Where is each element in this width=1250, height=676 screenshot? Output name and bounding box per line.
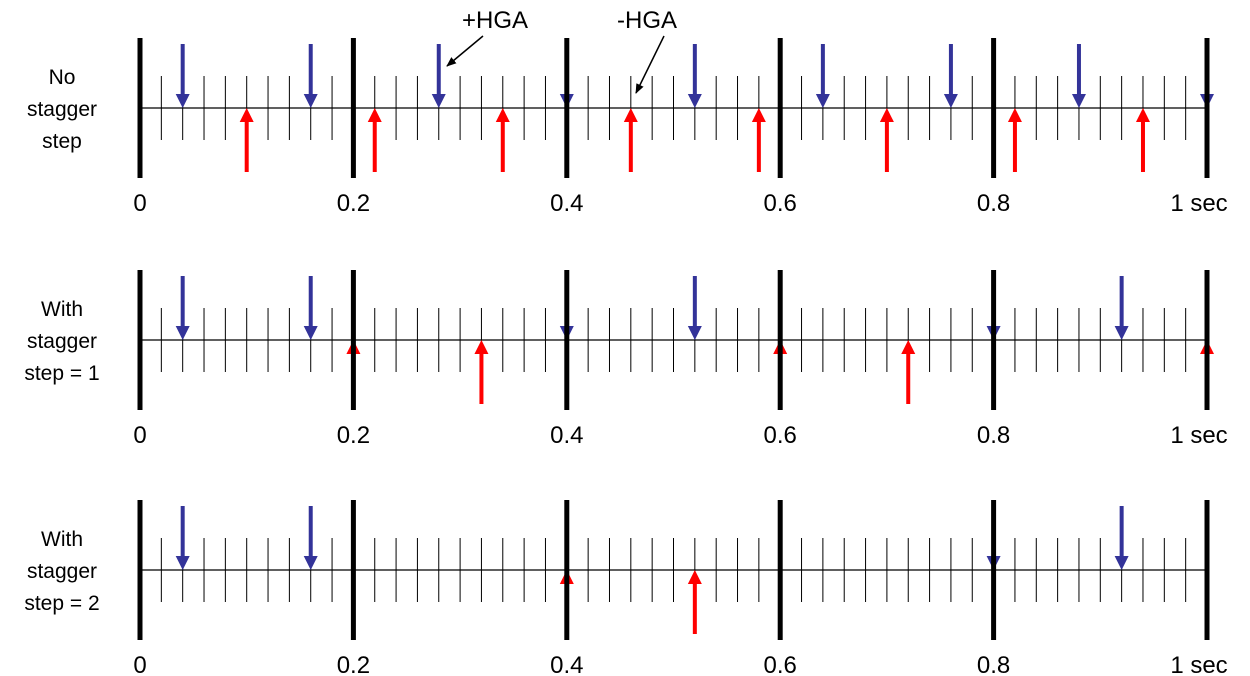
plus-hga-arrow xyxy=(687,276,702,340)
tick-label: 0.8 xyxy=(977,652,1010,676)
tick-label: 0.4 xyxy=(550,422,583,449)
annotation-minus-hga: -HGA xyxy=(617,7,677,94)
plus-hga-pointer xyxy=(446,35,484,67)
tick-label: 0.2 xyxy=(337,652,370,676)
tick-label: 0.2 xyxy=(337,422,370,449)
plus-hga-arrow xyxy=(687,44,702,108)
tick-label: 1 sec xyxy=(1170,190,1227,217)
tick-label: 0.8 xyxy=(977,190,1010,217)
tick-label: 0 xyxy=(133,190,146,217)
row-label-line: step xyxy=(42,130,82,153)
tick-label: 0.4 xyxy=(550,190,583,217)
plus-hga-arrow xyxy=(303,44,318,108)
tick-label: 0.6 xyxy=(764,422,797,449)
plus-hga-arrow xyxy=(815,44,830,108)
tick-label: 0.4 xyxy=(550,652,583,676)
plus-hga-arrow xyxy=(431,44,446,108)
minus-hga-arrow xyxy=(879,108,894,172)
tick-label: 0.6 xyxy=(764,652,797,676)
tick-label: 0 xyxy=(133,422,146,449)
plus-hga-arrow xyxy=(175,44,190,108)
plus-hga-arrow xyxy=(1114,276,1129,340)
minus-hga-arrow xyxy=(751,108,766,172)
row-label: With stagger step = 1 xyxy=(24,298,99,385)
minus-hga-arrow xyxy=(623,108,638,172)
minus-hga-pointer xyxy=(635,35,665,94)
plus-hga-arrow xyxy=(1114,506,1129,570)
minus-hga-arrow xyxy=(1135,108,1150,172)
row-label-line: stagger xyxy=(27,330,97,353)
timeline-row: With stagger step = 1 0 0.2 0.4 0.6 0.8 1 sec xyxy=(24,270,1228,449)
tick-label: 0.8 xyxy=(977,422,1010,449)
plus-hga-arrow xyxy=(175,506,190,570)
tick-label: 1 sec xyxy=(1170,422,1227,449)
tick-label: 1 sec xyxy=(1170,652,1227,676)
minus-hga-arrow xyxy=(239,108,254,172)
row-label-line: No xyxy=(49,66,76,89)
minus-hga-arrow xyxy=(901,340,916,404)
timeline-row: With stagger step = 2 0 0.2 0.4 0.6 0.8 1 sec xyxy=(24,500,1228,676)
minus-hga-arrow xyxy=(474,340,489,404)
row-label-line: With xyxy=(41,298,83,321)
plus-hga-arrow xyxy=(303,276,318,340)
plus-hga-arrow xyxy=(1071,44,1086,108)
timeline-rows: No stagger step 0 0.2 0.4 0.6 0.8 1 sec With stagg… xyxy=(24,38,1228,676)
tick-label: 0.2 xyxy=(337,190,370,217)
timeline-row: No stagger step 0 0.2 0.4 0.6 0.8 1 sec xyxy=(27,38,1228,217)
plus-hga-arrow xyxy=(175,276,190,340)
tick-label: 0.6 xyxy=(764,190,797,217)
row-label-line: step = 1 xyxy=(24,362,99,385)
minus-hga-label: -HGA xyxy=(617,7,677,34)
minus-hga-arrow xyxy=(1007,108,1022,172)
row-label-line: stagger xyxy=(27,560,97,583)
tick-label: 0 xyxy=(133,652,146,676)
minus-hga-arrow xyxy=(495,108,510,172)
minus-hga-arrow xyxy=(367,108,382,172)
row-label: No stagger step xyxy=(27,66,97,153)
plus-hga-arrow xyxy=(943,44,958,108)
plus-hga-label: +HGA xyxy=(462,7,528,34)
row-label-line: stagger xyxy=(27,98,97,121)
minus-hga-arrow xyxy=(687,570,702,634)
plus-hga-arrow xyxy=(303,506,318,570)
row-label-line: step = 2 xyxy=(24,592,99,615)
row-label: With stagger step = 2 xyxy=(24,528,99,615)
annotation-plus-hga: +HGA xyxy=(446,7,528,67)
row-label-line: With xyxy=(41,528,83,551)
